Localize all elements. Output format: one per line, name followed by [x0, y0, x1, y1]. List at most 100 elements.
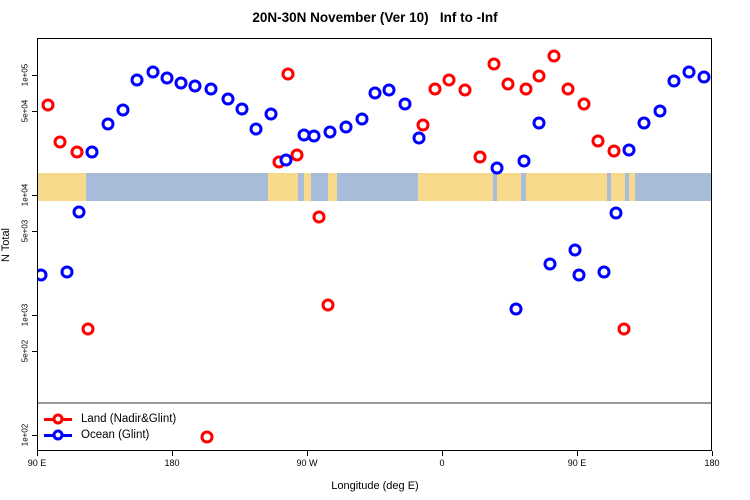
data-point-ocean	[509, 302, 523, 316]
data-point-ocean	[532, 116, 546, 130]
data-point-ocean	[653, 104, 667, 118]
data-point-ocean	[72, 205, 86, 219]
y-tick	[32, 231, 37, 233]
data-point-ocean	[249, 122, 263, 136]
y-tick	[32, 75, 37, 76]
data-point-ocean	[382, 83, 396, 97]
x-tick	[712, 451, 713, 456]
map-land-segment	[611, 173, 625, 201]
data-point-land	[577, 97, 591, 111]
map-land-segment	[497, 173, 521, 201]
data-point-ocean	[130, 73, 144, 87]
data-point-ocean	[609, 206, 623, 220]
y-tick-label: 5e+02	[20, 339, 30, 363]
x-tick-label: 90 W	[296, 458, 318, 468]
data-point-land	[473, 150, 487, 164]
data-point-land	[312, 210, 326, 224]
data-point-ocean	[160, 71, 174, 85]
x-tick	[37, 451, 38, 456]
legend-label-ocean: Ocean (Glint)	[81, 429, 150, 441]
y-tick-label: 1e+03	[20, 303, 30, 327]
data-point-ocean	[622, 143, 636, 157]
map-land-segment	[303, 173, 311, 201]
data-point-ocean	[221, 92, 235, 106]
ocean-series-marker-icon	[44, 429, 72, 442]
data-point-ocean	[412, 131, 426, 145]
y-tick-label: 5e+04	[20, 99, 30, 123]
data-point-land	[41, 98, 55, 112]
data-point-land	[561, 82, 575, 96]
data-point-ocean	[517, 154, 531, 168]
y-tick	[32, 195, 37, 196]
y-tick	[32, 351, 37, 353]
y-tick-label: 1e+05	[20, 63, 30, 87]
data-point-ocean	[398, 97, 412, 111]
data-point-ocean	[339, 120, 353, 134]
data-point-land	[501, 77, 515, 91]
data-point-ocean	[60, 265, 74, 279]
y-tick	[32, 435, 37, 437]
land-series-marker-icon	[44, 413, 72, 426]
y-tick-label: 5e+03	[20, 219, 30, 243]
data-point-land	[458, 83, 472, 97]
map-land-segment	[525, 173, 607, 201]
data-point-land	[487, 57, 501, 71]
world-map-strip	[38, 173, 711, 201]
data-point-ocean	[38, 268, 48, 282]
data-point-ocean	[490, 161, 504, 175]
y-tick-label: 1e+04	[20, 183, 30, 207]
plot-area	[37, 38, 712, 451]
data-point-land	[200, 430, 214, 444]
y-axis-title: N Total	[0, 227, 12, 263]
data-point-ocean	[597, 265, 611, 279]
data-point-ocean	[279, 153, 293, 167]
map-land-segment	[38, 173, 86, 201]
data-point-ocean	[572, 268, 586, 282]
map-land-segment	[267, 173, 298, 201]
data-point-ocean	[543, 257, 557, 271]
data-point-land	[617, 322, 631, 336]
legend-item-ocean: Ocean (Glint)	[44, 427, 176, 443]
data-point-ocean	[323, 125, 337, 139]
data-point-ocean	[204, 82, 218, 96]
data-point-ocean	[264, 107, 278, 121]
data-point-ocean	[235, 102, 249, 116]
data-point-land	[532, 69, 546, 83]
x-tick-label: 90 E	[27, 458, 47, 468]
legend-label-land: Land (Nadir&Glint)	[81, 413, 177, 425]
data-point-ocean	[637, 116, 651, 130]
x-tick	[172, 451, 173, 456]
data-point-land	[428, 82, 442, 96]
x-tick-label: 180	[704, 458, 720, 468]
map-land-segment	[417, 173, 493, 201]
legend: Land (Nadir&Glint) Ocean (Glint)	[44, 411, 176, 443]
reference-line	[38, 402, 711, 404]
chart-title: 20N-30N November (Ver 10) Inf to -Inf	[252, 10, 498, 25]
x-tick	[577, 451, 578, 456]
x-tick-label: 90 E	[567, 458, 587, 468]
data-point-ocean	[116, 103, 130, 117]
data-point-ocean	[368, 86, 382, 100]
y-tick-label: 1e+02	[20, 423, 30, 447]
x-tick-label: 0	[439, 458, 445, 468]
data-point-land	[321, 298, 335, 312]
data-point-land	[81, 322, 95, 336]
data-point-ocean	[146, 65, 160, 79]
data-point-ocean	[568, 243, 582, 257]
data-point-land	[519, 82, 533, 96]
data-point-ocean	[667, 74, 681, 88]
x-tick-label: 180	[164, 458, 180, 468]
data-point-land	[607, 144, 621, 158]
y-tick	[32, 315, 37, 317]
data-point-land	[547, 49, 561, 63]
x-tick	[307, 451, 308, 456]
data-point-ocean	[174, 76, 188, 90]
data-point-ocean	[188, 79, 202, 93]
y-tick	[32, 111, 37, 113]
data-point-ocean	[697, 70, 711, 84]
data-point-ocean	[307, 129, 321, 143]
data-point-ocean	[682, 65, 696, 79]
data-point-land	[591, 134, 605, 148]
x-axis-title: Longitude (deg E)	[331, 480, 419, 492]
